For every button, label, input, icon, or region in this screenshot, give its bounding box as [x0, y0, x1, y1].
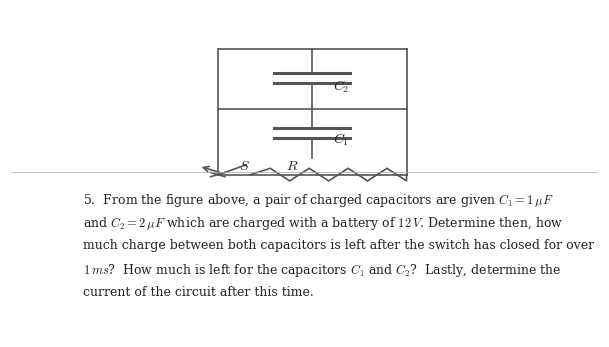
Text: much charge between both capacitors is left after the switch has closed for over: much charge between both capacitors is l…: [83, 239, 594, 252]
Text: current of the circuit after this time.: current of the circuit after this time.: [83, 286, 314, 299]
Text: 5.  From the figure above, a pair of charged capacitors are given $C_1 = 1\,\mu : 5. From the figure above, a pair of char…: [83, 192, 554, 209]
Text: and $C_2 = 2\,\mu F$ which are charged with a battery of $12\,V$. Determine then: and $C_2 = 2\,\mu F$ which are charged w…: [83, 215, 563, 232]
Text: $1\,ms$?  How much is left for the capacitors $C_1$ and $C_2$?  Lastly, determin: $1\,ms$? How much is left for the capaci…: [83, 262, 562, 279]
Text: $R$: $R$: [286, 159, 299, 172]
Text: $C_2$: $C_2$: [333, 78, 350, 95]
Text: $C_1$: $C_1$: [333, 132, 350, 149]
Text: $S$: $S$: [239, 159, 250, 172]
